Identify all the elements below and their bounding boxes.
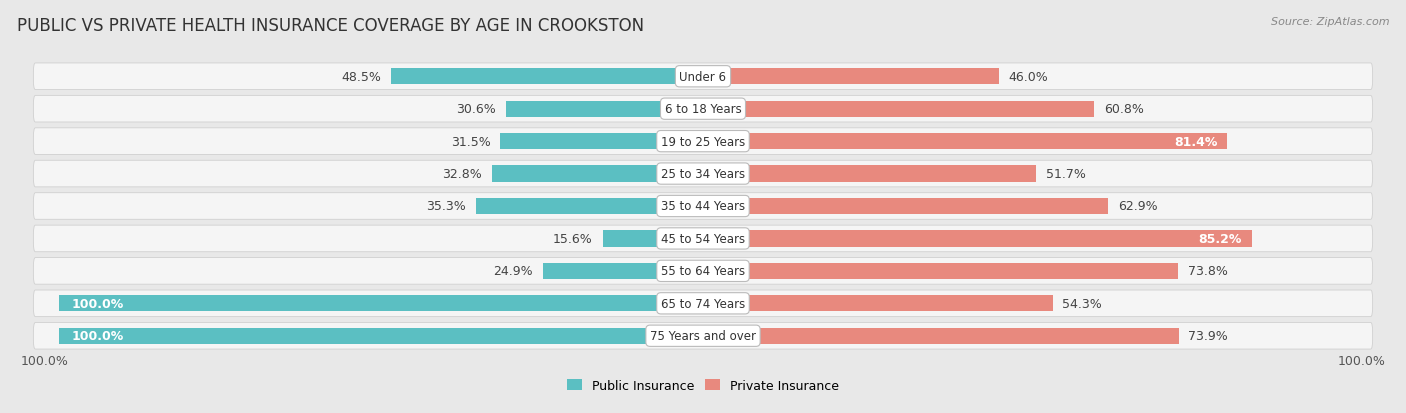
- Text: 15.6%: 15.6%: [553, 233, 593, 245]
- Bar: [506, 101, 703, 118]
- FancyBboxPatch shape: [34, 128, 1372, 155]
- Legend: Public Insurance, Private Insurance: Public Insurance, Private Insurance: [567, 379, 839, 392]
- Bar: [492, 166, 703, 182]
- Text: 60.8%: 60.8%: [1104, 103, 1144, 116]
- Text: 100.0%: 100.0%: [72, 297, 124, 310]
- Bar: [703, 231, 1251, 247]
- FancyBboxPatch shape: [34, 64, 1372, 90]
- FancyBboxPatch shape: [34, 258, 1372, 285]
- Text: 24.9%: 24.9%: [494, 265, 533, 278]
- Text: 54.3%: 54.3%: [1063, 297, 1102, 310]
- Text: 100.0%: 100.0%: [72, 330, 124, 342]
- Text: 35 to 44 Years: 35 to 44 Years: [661, 200, 745, 213]
- Bar: [475, 198, 703, 215]
- Text: 65 to 74 Years: 65 to 74 Years: [661, 297, 745, 310]
- Text: 35.3%: 35.3%: [426, 200, 465, 213]
- Bar: [59, 328, 703, 344]
- Text: 73.8%: 73.8%: [1188, 265, 1227, 278]
- Text: 85.2%: 85.2%: [1198, 233, 1241, 245]
- Text: 81.4%: 81.4%: [1174, 135, 1218, 148]
- Bar: [543, 263, 703, 279]
- Text: Source: ZipAtlas.com: Source: ZipAtlas.com: [1271, 17, 1389, 26]
- Bar: [703, 198, 1108, 215]
- Bar: [501, 134, 703, 150]
- Bar: [703, 295, 1053, 312]
- Bar: [391, 69, 703, 85]
- FancyBboxPatch shape: [34, 225, 1372, 252]
- Bar: [703, 69, 1000, 85]
- Bar: [59, 295, 703, 312]
- Text: 19 to 25 Years: 19 to 25 Years: [661, 135, 745, 148]
- Text: 25 to 34 Years: 25 to 34 Years: [661, 168, 745, 180]
- FancyBboxPatch shape: [34, 290, 1372, 317]
- Text: 75 Years and over: 75 Years and over: [650, 330, 756, 342]
- Bar: [703, 166, 1036, 182]
- Text: 62.9%: 62.9%: [1118, 200, 1157, 213]
- FancyBboxPatch shape: [34, 96, 1372, 123]
- FancyBboxPatch shape: [34, 161, 1372, 188]
- Text: 100.0%: 100.0%: [21, 354, 69, 367]
- Bar: [703, 101, 1094, 118]
- Bar: [603, 231, 703, 247]
- FancyBboxPatch shape: [34, 323, 1372, 349]
- Text: 45 to 54 Years: 45 to 54 Years: [661, 233, 745, 245]
- Text: PUBLIC VS PRIVATE HEALTH INSURANCE COVERAGE BY AGE IN CROOKSTON: PUBLIC VS PRIVATE HEALTH INSURANCE COVER…: [17, 17, 644, 34]
- Text: 46.0%: 46.0%: [1010, 71, 1049, 83]
- FancyBboxPatch shape: [34, 193, 1372, 220]
- Text: 32.8%: 32.8%: [443, 168, 482, 180]
- Text: 51.7%: 51.7%: [1046, 168, 1085, 180]
- Text: 55 to 64 Years: 55 to 64 Years: [661, 265, 745, 278]
- Text: 48.5%: 48.5%: [342, 71, 381, 83]
- Bar: [703, 328, 1178, 344]
- Text: 73.9%: 73.9%: [1188, 330, 1229, 342]
- Text: 31.5%: 31.5%: [451, 135, 491, 148]
- Text: 6 to 18 Years: 6 to 18 Years: [665, 103, 741, 116]
- Bar: [703, 263, 1178, 279]
- Text: 30.6%: 30.6%: [457, 103, 496, 116]
- Text: Under 6: Under 6: [679, 71, 727, 83]
- Text: 100.0%: 100.0%: [1337, 354, 1385, 367]
- Bar: [703, 134, 1227, 150]
